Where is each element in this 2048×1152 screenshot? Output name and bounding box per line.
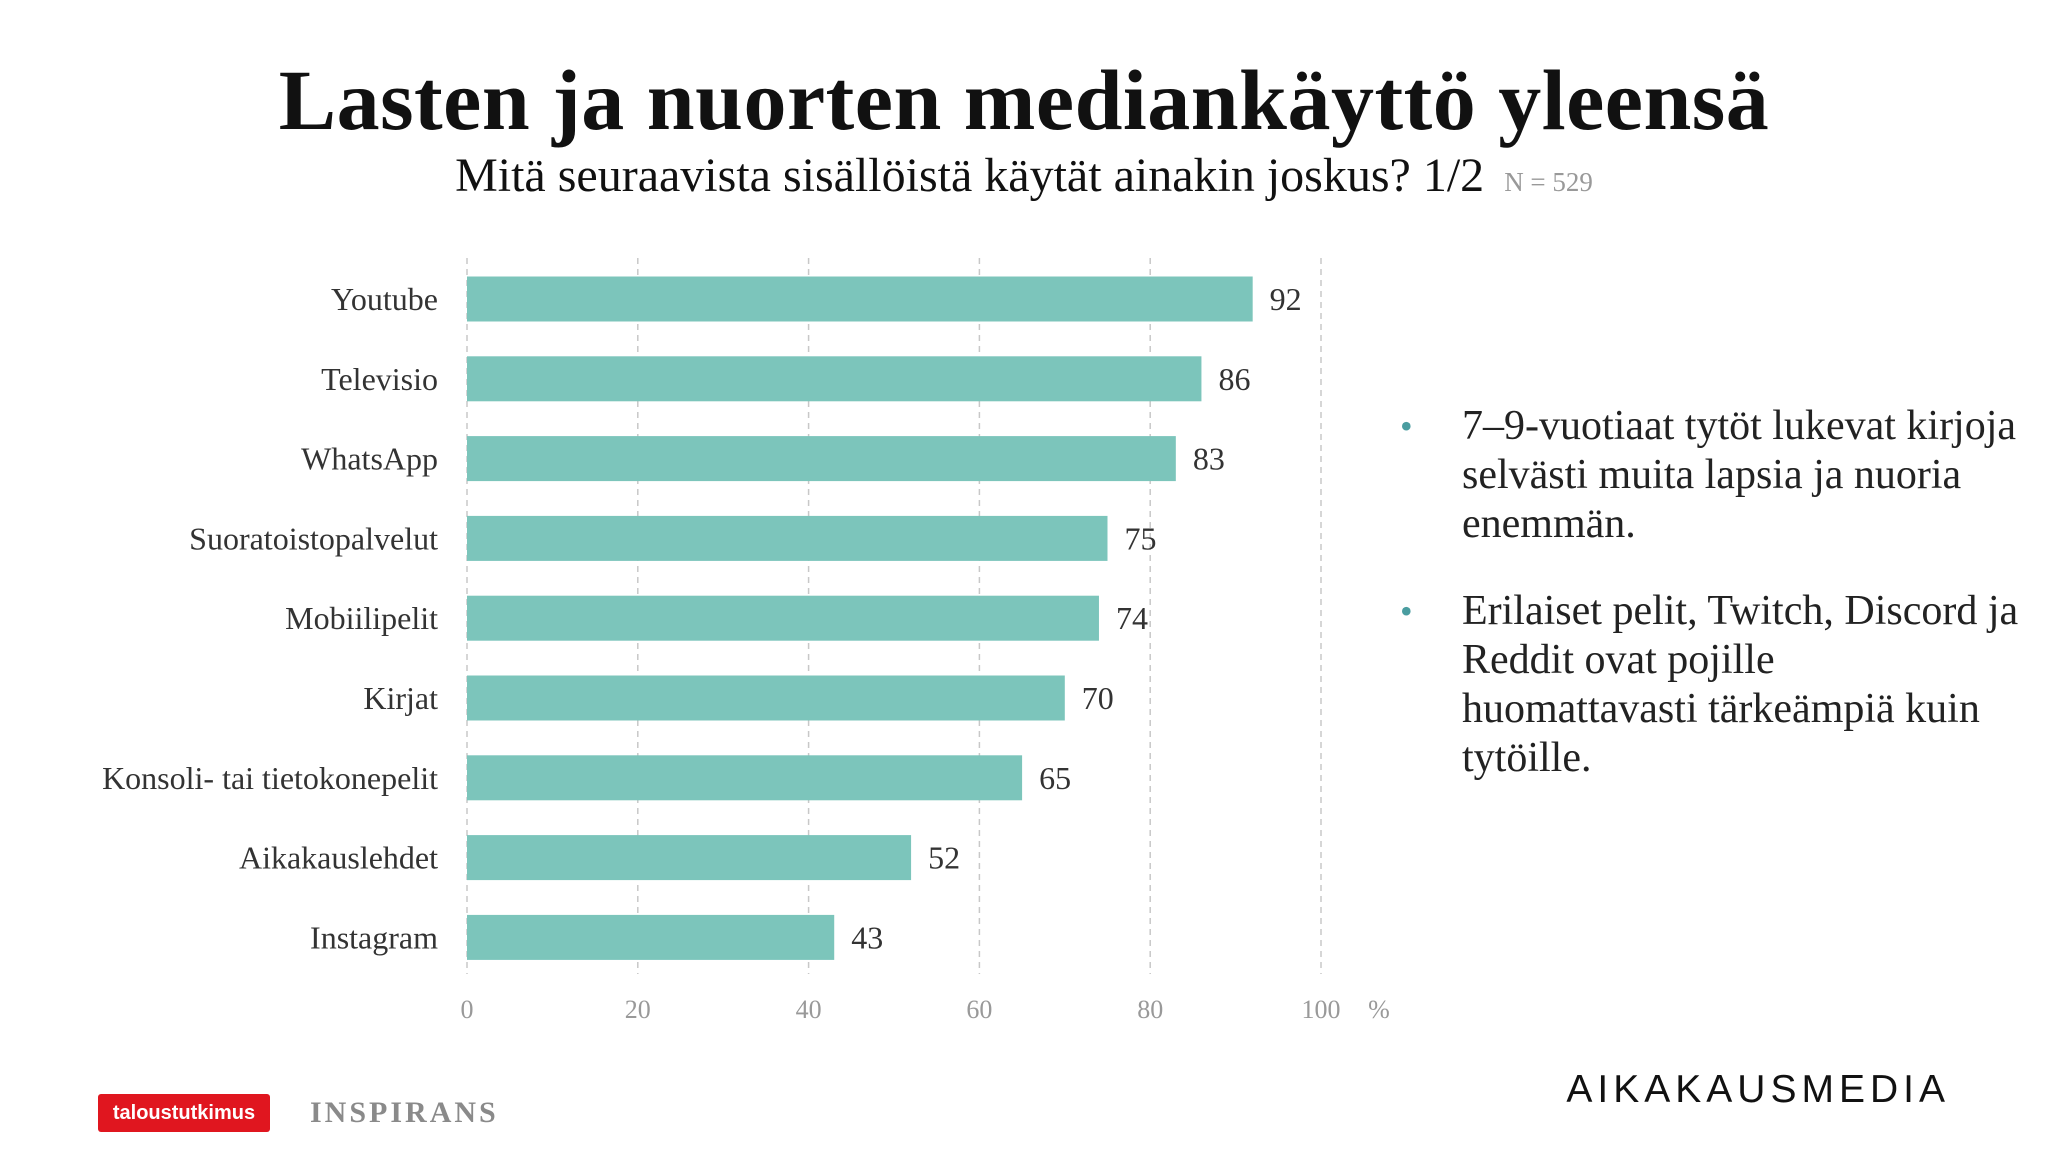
bar <box>467 675 1065 721</box>
category-label: WhatsApp <box>301 441 438 477</box>
data-label: 70 <box>1082 680 1114 716</box>
page-title: Lasten ja nuorten mediankäyttö yleensä <box>278 52 1770 148</box>
category-label: Kirjat <box>363 680 438 716</box>
category-label: Instagram <box>310 919 438 955</box>
note-text: Erilaiset pelit, Twitch, Discord ja Redd… <box>1462 588 2019 781</box>
bar <box>467 276 1253 322</box>
data-label: 75 <box>1125 520 1157 556</box>
bar <box>467 755 1023 801</box>
category-label: Suoratoistopalvelut <box>189 520 438 556</box>
x-tick-label: 80 <box>1137 995 1163 1024</box>
category-label: Konsoli- tai tietokonepelit <box>102 760 438 796</box>
inspirans-logo: INSPIRANS <box>310 1096 499 1129</box>
subtitle-question: Mitä seuraavista sisällöistä käytät aina… <box>455 149 1485 202</box>
sample-size: N = 529 <box>1504 167 1593 197</box>
bar <box>467 595 1099 641</box>
data-label: 43 <box>851 919 883 955</box>
data-label: 83 <box>1193 441 1225 477</box>
data-label: 92 <box>1270 281 1302 317</box>
data-label: 65 <box>1039 760 1071 796</box>
bullet-icon: • <box>1400 406 1413 446</box>
x-tick-label: 60 <box>966 995 992 1024</box>
x-tick-label: 0 <box>461 995 474 1024</box>
bar <box>467 515 1108 561</box>
category-label: Youtube <box>331 281 438 317</box>
x-tick-label: 100 <box>1302 995 1341 1024</box>
data-label: 74 <box>1116 600 1148 636</box>
taloustutkimus-logo: taloustutkimus <box>98 1094 270 1132</box>
x-tick-label: 20 <box>625 995 651 1024</box>
aikakausmedia-logo: AIKAKAUSMEDIA <box>1566 1068 1950 1111</box>
bullet-icon: • <box>1400 591 1413 631</box>
data-label: 86 <box>1218 361 1250 397</box>
note-item: • 7–9-vuotiaat tytöt lukevat kirjoja sel… <box>1400 402 2020 549</box>
notes-list: • 7–9-vuotiaat tytöt lukevat kirjoja sel… <box>1400 402 2020 821</box>
bar <box>467 356 1202 402</box>
bar <box>467 436 1176 482</box>
category-label: Mobiilipelit <box>285 600 438 636</box>
bar <box>467 914 835 960</box>
note-item: • Erilaiset pelit, Twitch, Discord ja Re… <box>1400 587 2020 783</box>
x-tick-label: 40 <box>796 995 822 1024</box>
bar <box>467 835 912 881</box>
note-text: 7–9-vuotiaat tytöt lukevat kirjoja selvä… <box>1462 403 2017 547</box>
category-label: Aikakauslehdet <box>239 840 438 876</box>
x-axis-unit: % <box>1368 995 1390 1024</box>
data-label: 52 <box>928 840 960 876</box>
page-subtitle: Mitä seuraavista sisällöistä käytät aina… <box>0 148 2048 203</box>
category-label: Televisio <box>321 361 438 397</box>
